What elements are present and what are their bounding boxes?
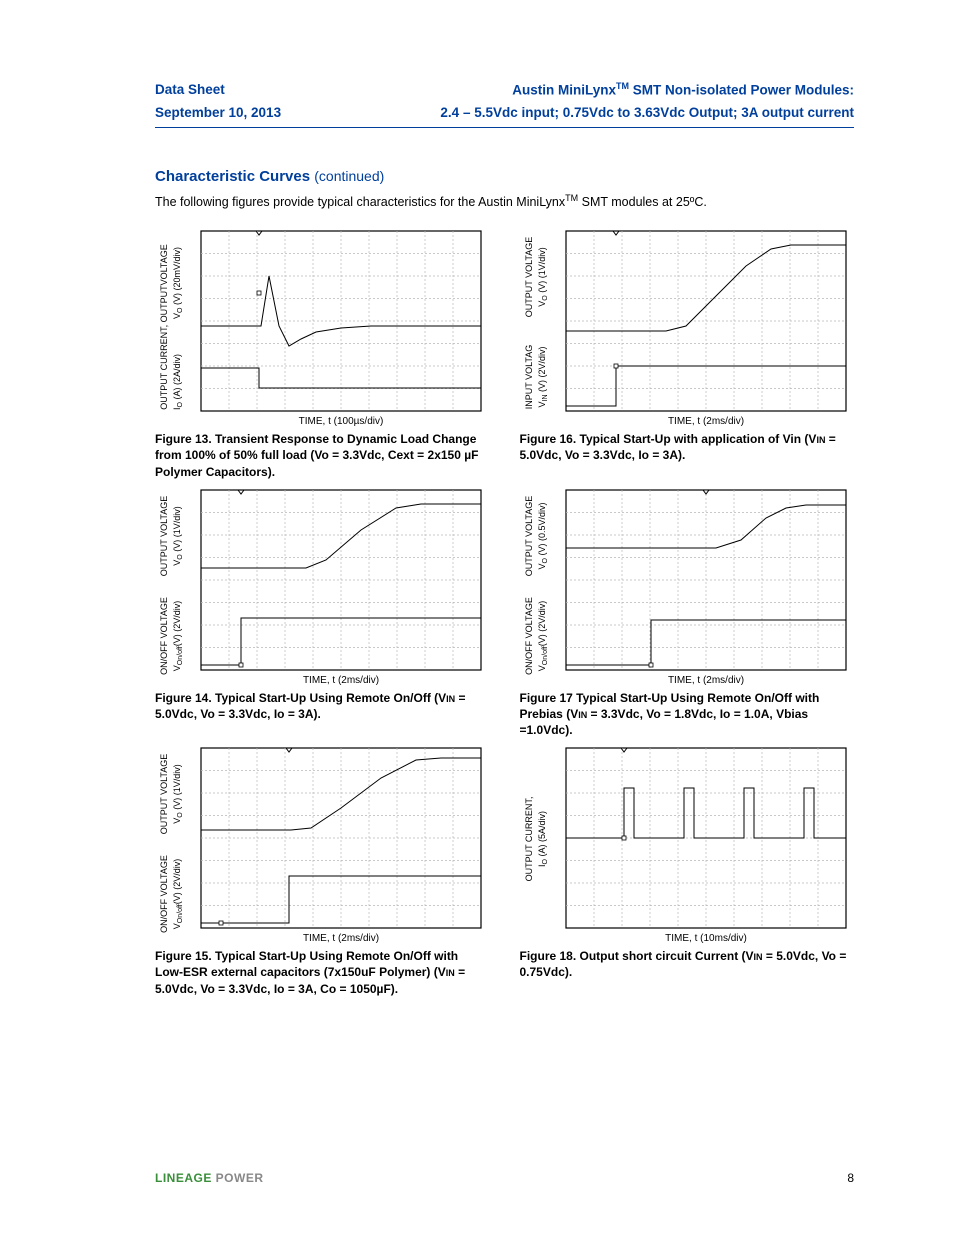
figure-18: OUTPUT CURRENT, IO (A) (5A/div) TIME, t … <box>520 744 855 997</box>
svg-text:INPUT VOLTAG: INPUT VOLTAG <box>524 345 534 410</box>
svg-text:IO (A) (2A/div): IO (A) (2A/div) <box>172 354 184 410</box>
caption-16: Figure 16. Typical Start-Up with applica… <box>520 431 850 463</box>
svg-text:OUTPUT CURRENT,: OUTPUT CURRENT, <box>524 797 534 882</box>
footer-brand: LINEAGE POWER <box>155 1171 264 1185</box>
chart-16: OUTPUT VOLTAGE VO (V) (1V/div) INPUT VOL… <box>520 227 850 427</box>
caption-13: Figure 13. Transient Response to Dynamic… <box>155 431 485 480</box>
caption-15: Figure 15. Typical Start-Up Using Remote… <box>155 948 485 997</box>
caption-18: Figure 18. Output short circuit Current … <box>520 948 850 980</box>
chart-14: OUTPUT VOLTAGE VO (V) (1V/div) ON/OFF VO… <box>155 486 485 686</box>
header-left-1: Data Sheet <box>155 80 225 101</box>
svg-text:VO (V) (1V/div): VO (V) (1V/div) <box>537 247 549 306</box>
chart-15: OUTPUT VOLTAGE VO (V) (1V/div) ON/OFF VO… <box>155 744 485 944</box>
svg-text:VOn/off(V) (2V/div): VOn/off(V) (2V/div) <box>172 859 184 929</box>
header-left-2: September 10, 2013 <box>155 103 281 123</box>
svg-text:OUTPUT VOLTAGE: OUTPUT VOLTAGE <box>159 495 169 576</box>
svg-text:ON/OFF VOLTAGE: ON/OFF VOLTAGE <box>524 597 534 675</box>
page-number: 8 <box>847 1171 854 1185</box>
svg-text:OUTPUT VOLTAGE: OUTPUT VOLTAGE <box>524 495 534 576</box>
svg-text:OUTPUT VOLTAGE: OUTPUT VOLTAGE <box>524 237 534 318</box>
svg-text:OUTPUT CURRENT, OUTPUTVOLTAGE: OUTPUT CURRENT, OUTPUTVOLTAGE <box>159 244 169 410</box>
svg-text:VOn/off(V) (2V/div): VOn/off(V) (2V/div) <box>537 600 549 670</box>
svg-text:VO (V) (20mV/div): VO (V) (20mV/div) <box>172 247 184 319</box>
svg-text:TIME, t (2ms/div): TIME, t (2ms/div) <box>667 675 743 686</box>
svg-text:VO (V) (1V/div): VO (V) (1V/div) <box>172 506 184 565</box>
page-footer: LINEAGE POWER 8 <box>155 1171 854 1185</box>
caption-14: Figure 14. Typical Start-Up Using Remote… <box>155 690 485 722</box>
figure-14: OUTPUT VOLTAGE VO (V) (1V/div) ON/OFF VO… <box>155 486 490 739</box>
section-title: Characteristic Curves (continued) <box>155 168 854 185</box>
figure-17: OUTPUT VOLTAGE VO (V) (0.5V/div) ON/OFF … <box>520 486 855 739</box>
section-intro: The following figures provide typical ch… <box>155 193 854 209</box>
svg-text:IO (A) (5A/div): IO (A) (5A/div) <box>537 811 549 867</box>
chart-17: OUTPUT VOLTAGE VO (V) (0.5V/div) ON/OFF … <box>520 486 850 686</box>
header-right-1: Austin MiniLynxTM SMT Non-isolated Power… <box>512 80 854 101</box>
svg-text:TIME, t (2ms/div): TIME, t (2ms/div) <box>303 933 379 944</box>
svg-text:VO (V) (0.5V/div): VO (V) (0.5V/div) <box>537 502 549 569</box>
svg-text:TIME, t (100µs/div): TIME, t (100µs/div) <box>299 416 384 427</box>
header-right-2: 2.4 – 5.5Vdc input; 0.75Vdc to 3.63Vdc O… <box>440 103 854 123</box>
chart-18: OUTPUT CURRENT, IO (A) (5A/div) TIME, t … <box>520 744 850 944</box>
svg-text:ON/OFF VOLTAGE: ON/OFF VOLTAGE <box>159 855 169 933</box>
svg-text:VOn/off(V) (2V/div): VOn/off(V) (2V/div) <box>172 600 184 670</box>
figure-13: OUTPUT CURRENT, OUTPUTVOLTAGE VO (V) (20… <box>155 227 490 480</box>
svg-text:VO (V) (1V/div): VO (V) (1V/div) <box>172 765 184 824</box>
document-header: Data Sheet Austin MiniLynxTM SMT Non-iso… <box>155 80 854 128</box>
figure-15: OUTPUT VOLTAGE VO (V) (1V/div) ON/OFF VO… <box>155 744 490 997</box>
svg-text:TIME, t (2ms/div): TIME, t (2ms/div) <box>303 675 379 686</box>
svg-text:VIN (V) (2V/div): VIN (V) (2V/div) <box>537 347 549 408</box>
svg-text:TIME, t (2ms/div): TIME, t (2ms/div) <box>667 416 743 427</box>
svg-text:OUTPUT VOLTAGE: OUTPUT VOLTAGE <box>159 754 169 835</box>
caption-17: Figure 17 Typical Start-Up Using Remote … <box>520 690 850 739</box>
svg-text:TIME, t (10ms/div): TIME, t (10ms/div) <box>665 933 747 944</box>
svg-text:ON/OFF VOLTAGE: ON/OFF VOLTAGE <box>159 597 169 675</box>
chart-13: OUTPUT CURRENT, OUTPUTVOLTAGE VO (V) (20… <box>155 227 485 427</box>
figure-16: OUTPUT VOLTAGE VO (V) (1V/div) INPUT VOL… <box>520 227 855 480</box>
